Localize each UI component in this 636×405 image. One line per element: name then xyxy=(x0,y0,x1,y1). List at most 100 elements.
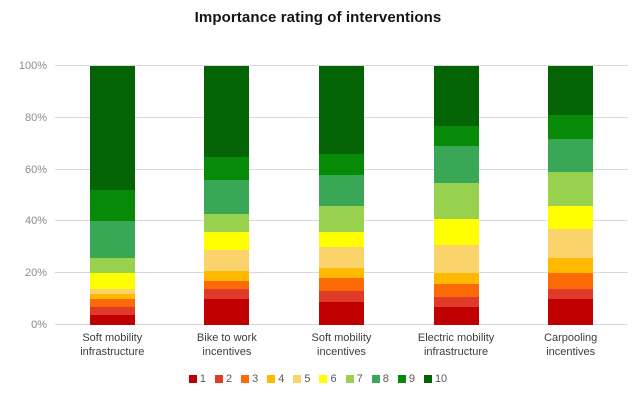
bar-segment-rating-5 xyxy=(548,229,594,258)
bar-column xyxy=(89,66,135,325)
legend-item: 9 xyxy=(397,373,415,385)
bar-segment-rating-10 xyxy=(548,66,594,116)
bar-column xyxy=(433,66,479,325)
bar-segment-rating-6 xyxy=(318,231,364,248)
bar-segment-rating-5 xyxy=(89,288,135,294)
bar-segment-rating-2 xyxy=(433,296,479,307)
legend-swatch-icon xyxy=(397,375,406,383)
category-label: Electric mobility infrastructure xyxy=(417,332,495,359)
legend-label: 1 xyxy=(199,373,206,385)
bar-segment-rating-9 xyxy=(433,125,479,147)
legend-swatch-icon xyxy=(319,375,328,383)
bar-segment-rating-7 xyxy=(433,182,479,219)
legend-swatch-icon xyxy=(214,375,223,383)
bar-segment-rating-2 xyxy=(89,306,135,315)
legend-label: 6 xyxy=(330,373,337,385)
bar-segment-rating-6 xyxy=(548,205,594,230)
y-axis-tick-label: 60% xyxy=(24,163,47,176)
bar-segment-rating-3 xyxy=(433,283,479,297)
legend-swatch-icon xyxy=(371,375,380,383)
bar-segment-rating-7 xyxy=(548,172,594,206)
legend-item: 3 xyxy=(241,373,258,385)
legend-label: 7 xyxy=(356,373,363,385)
bar-segment-rating-9 xyxy=(548,115,594,139)
bar-segment-rating-6 xyxy=(204,231,250,250)
category-label: Carpooling incentives xyxy=(544,332,598,359)
bar-segment-rating-6 xyxy=(89,273,135,289)
bar-segment-rating-8 xyxy=(318,174,364,206)
bar-column xyxy=(548,66,594,325)
x-axis-category-labels: Soft mobility infrastructure Bike to work i… xyxy=(55,331,628,360)
bar-segment-rating-5 xyxy=(433,244,479,274)
bar-segment-rating-5 xyxy=(318,247,364,269)
bar-column xyxy=(318,66,364,325)
bar-segment-rating-9 xyxy=(204,156,250,180)
chart-title: Importance rating of interventions xyxy=(194,9,442,26)
legend-item: 7 xyxy=(345,373,363,385)
y-axis-tick-label: 80% xyxy=(24,111,47,124)
legend-label: 10 xyxy=(434,373,448,385)
legend-swatch-icon xyxy=(241,375,250,383)
bar-segment-rating-1 xyxy=(433,306,479,325)
legend-item: 6 xyxy=(319,373,337,385)
bar-segment-rating-7 xyxy=(204,213,250,232)
y-axis-tick-label: 100% xyxy=(18,60,47,72)
legend-item: 1 xyxy=(188,373,206,385)
bar-segment-rating-7 xyxy=(89,257,135,274)
bar-segment-rating-2 xyxy=(204,288,250,300)
legend-swatch-icon xyxy=(345,375,354,383)
legend-item: 5 xyxy=(293,373,310,385)
bar-segment-rating-1 xyxy=(204,299,250,325)
bar-segment-rating-4 xyxy=(548,257,594,274)
bars-layer xyxy=(55,66,628,325)
bar-segment-rating-10 xyxy=(204,66,250,157)
y-axis-tick-label: 0% xyxy=(31,319,47,331)
bar-segment-rating-4 xyxy=(433,273,479,284)
bar-segment-rating-8 xyxy=(204,180,250,214)
y-axis-tick-label: 40% xyxy=(24,215,47,228)
bar-segment-rating-3 xyxy=(318,278,364,292)
legend-item: 8 xyxy=(371,373,389,385)
bar-segment-rating-3 xyxy=(89,299,135,307)
legend-label: 3 xyxy=(252,373,259,385)
bar-segment-rating-4 xyxy=(204,270,250,281)
bar-segment-rating-10 xyxy=(89,66,135,191)
legend-item: 4 xyxy=(267,373,284,385)
bar-segment-rating-3 xyxy=(204,280,250,289)
bar-segment-rating-1 xyxy=(548,299,594,325)
bar-segment-rating-1 xyxy=(318,301,364,325)
bar-segment-rating-3 xyxy=(548,273,594,289)
bar-segment-rating-6 xyxy=(433,218,479,245)
bar-segment-rating-8 xyxy=(433,146,479,183)
bar-segment-rating-9 xyxy=(89,190,135,222)
plot-area: 0% 20% 40% 60% 80% 100% xyxy=(19,60,628,331)
legend-item: 2 xyxy=(214,373,233,385)
bar-segment-rating-10 xyxy=(318,66,364,155)
bar-segment-rating-4 xyxy=(89,293,135,300)
bar-segment-rating-10 xyxy=(433,66,479,126)
bar-segment-rating-5 xyxy=(204,249,250,271)
bar-segment-rating-1 xyxy=(89,314,135,325)
legend-label: 2 xyxy=(225,373,233,385)
legend-item: 10 xyxy=(423,373,448,385)
y-axis-tick-label: 20% xyxy=(24,267,47,280)
bar-column xyxy=(204,66,250,325)
gridline xyxy=(55,65,628,66)
legend-swatch-icon xyxy=(188,375,197,383)
legend-label: 9 xyxy=(408,373,415,385)
bar-segment-rating-8 xyxy=(89,221,135,258)
category-label: Soft mobility incentives xyxy=(311,332,372,359)
category-label: Bike to work incentives xyxy=(196,332,257,359)
legend-label: 4 xyxy=(278,373,285,385)
bar-segment-rating-2 xyxy=(318,291,364,302)
legend: 1 2 3 4 5 6 7 8 9 10 xyxy=(0,373,636,385)
bar-segment-rating-2 xyxy=(548,288,594,300)
legend-label: 8 xyxy=(382,373,389,385)
category-label: Soft mobility infrastructure xyxy=(80,332,145,359)
legend-swatch-icon xyxy=(423,375,432,383)
bar-segment-rating-7 xyxy=(318,205,364,232)
bar-segment-rating-4 xyxy=(318,268,364,279)
bar-segment-rating-8 xyxy=(548,138,594,173)
bar-segment-rating-9 xyxy=(318,154,364,175)
